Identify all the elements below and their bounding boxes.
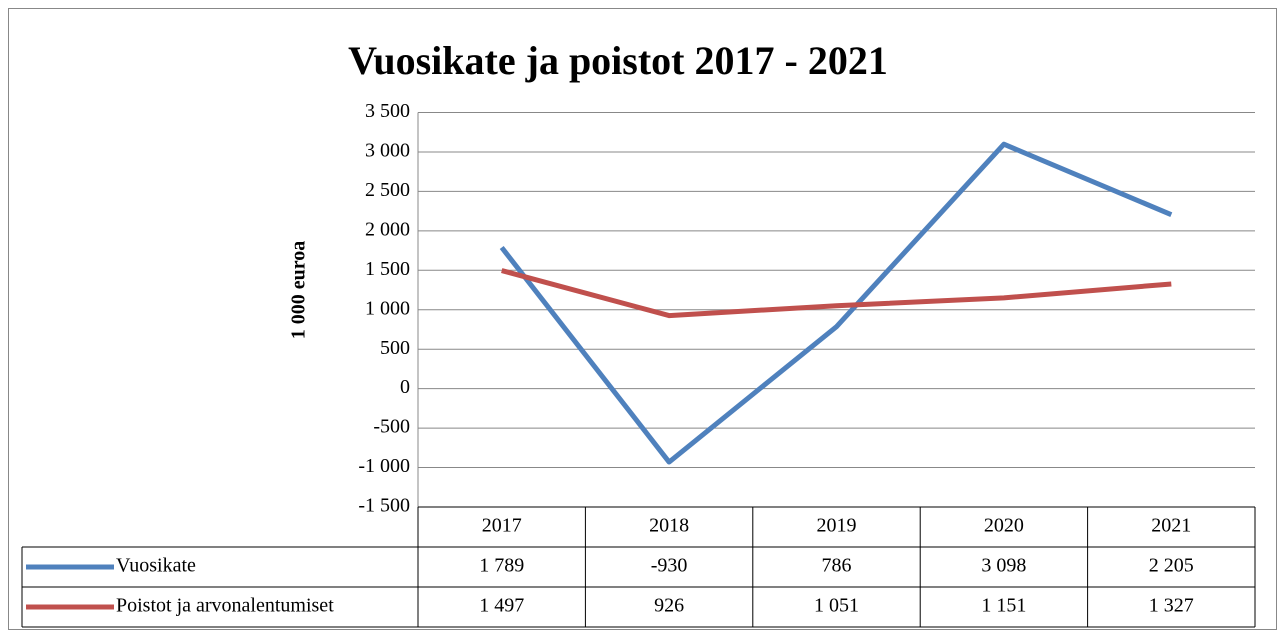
data-table-value: 1 151 (981, 595, 1026, 617)
y-tick-label: -1 500 (358, 495, 410, 517)
y-tick-label: 0 (400, 376, 410, 398)
y-tick-label: 1 500 (365, 258, 410, 280)
x-tick-label: 2020 (984, 515, 1024, 537)
data-table-value: 1 327 (1149, 595, 1194, 617)
data-table-value: 926 (654, 595, 684, 617)
y-tick-label: -500 (373, 416, 410, 438)
y-tick-label: 1 000 (365, 297, 410, 319)
series-line (501, 268, 1172, 319)
y-tick-label: 500 (380, 337, 410, 359)
legend-label: Poistot ja arvonalentumiset (116, 595, 334, 617)
y-tick-label: 2 000 (365, 218, 410, 240)
data-table-value: 1 789 (479, 555, 524, 577)
chart-title: Vuosikate ja poistot 2017 - 2021 (348, 38, 888, 83)
series-line (499, 141, 1173, 465)
y-tick-label: -1 000 (358, 455, 410, 477)
data-table-value: 786 (822, 555, 852, 577)
data-table-value: 1 497 (479, 595, 524, 617)
data-table-value: -930 (651, 555, 688, 577)
y-tick-label: 2 500 (365, 179, 410, 201)
data-table-value: 2 205 (1149, 555, 1194, 577)
data-table-value: 1 051 (814, 595, 859, 617)
x-tick-label: 2021 (1151, 515, 1191, 537)
y-tick-label: 3 000 (365, 140, 410, 162)
y-tick-label: 3 500 (365, 100, 410, 122)
legend-label: Vuosikate (116, 555, 196, 577)
data-table-value: 3 098 (981, 555, 1026, 577)
x-tick-label: 2017 (482, 515, 522, 537)
y-axis-label: 1 000 euroa (288, 241, 310, 340)
x-tick-label: 2019 (817, 515, 857, 537)
chart-frame (8, 8, 1277, 630)
x-tick-label: 2018 (649, 515, 689, 537)
